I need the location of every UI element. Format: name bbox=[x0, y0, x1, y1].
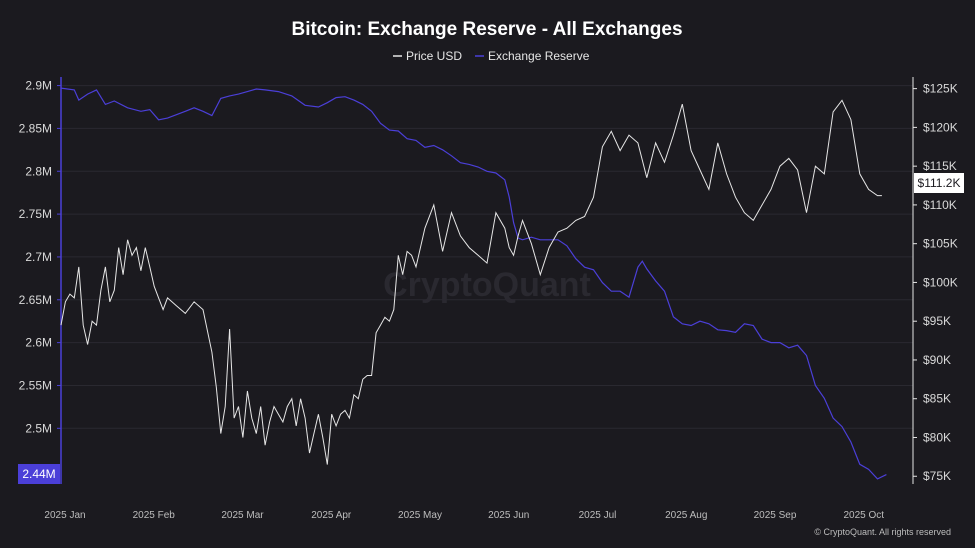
series-line-price-usd bbox=[60, 99, 882, 465]
current-reserve-badge bbox=[18, 464, 60, 484]
left-tick-label: 2.6M bbox=[25, 336, 52, 350]
x-tick-label: 2025 Sep bbox=[754, 510, 797, 521]
right-tick-label: $90K bbox=[923, 353, 951, 367]
right-tick-label: $80K bbox=[923, 430, 951, 444]
left-tick-label: 2.7M bbox=[25, 250, 52, 264]
left-tick-label: 2.55M bbox=[19, 378, 52, 392]
right-tick-label: $125K bbox=[923, 82, 958, 96]
current-price-badge bbox=[914, 173, 964, 193]
right-tick-label: $85K bbox=[923, 392, 951, 406]
right-tick-label: $115K bbox=[923, 159, 957, 173]
left-tick-label: 2.85M bbox=[19, 121, 52, 135]
x-tick-label: 2025 Feb bbox=[133, 510, 176, 521]
right-tick-label: $120K bbox=[923, 120, 958, 134]
right-tick-label: $75K bbox=[923, 469, 951, 483]
legend[interactable]: Price USD Exchange Reserve bbox=[393, 49, 590, 63]
right-tick-label: $100K bbox=[923, 275, 958, 289]
right-axis-ticks: $125K $120K $115K $110K $105K $100K $95K $90K $8… bbox=[913, 82, 958, 483]
x-tick-label: 2025 Aug bbox=[665, 510, 707, 521]
legend-price-label[interactable]: Price USD bbox=[406, 49, 462, 63]
right-tick-label: $105K bbox=[923, 237, 958, 251]
left-tick-label: 2.8M bbox=[25, 164, 52, 178]
chart-title: Bitcoin: Exchange Reserve - All Exchange… bbox=[291, 19, 682, 40]
current-price-marker: $111.2K bbox=[914, 173, 964, 193]
x-tick-label: 2025 Oct bbox=[843, 510, 884, 521]
watermark: CryptoQuant bbox=[383, 266, 591, 304]
gridlines bbox=[61, 85, 913, 429]
x-tick-label: 2025 May bbox=[398, 510, 442, 521]
x-tick-label: 2025 Jan bbox=[44, 510, 85, 521]
x-tick-label: 2025 Jun bbox=[488, 510, 529, 521]
left-tick-label: 2.5M bbox=[25, 421, 52, 435]
x-tick-label: 2025 Apr bbox=[311, 510, 352, 521]
x-axis-ticks: 2025 Jan 2025 Feb 2025 Mar 2025 Apr 2025 May… bbox=[44, 510, 884, 521]
left-tick-label: 2.65M bbox=[19, 293, 52, 307]
series-line-exchange-reserve bbox=[60, 87, 887, 480]
left-axis-ticks: 2.9M 2.85M 2.8M 2.75M 2.7M 2.65M 2.6M 2.55M 2.5M bbox=[19, 79, 61, 435]
current-reserve-marker: 2.44M bbox=[18, 464, 60, 484]
current-reserve-label: 2.44M bbox=[22, 467, 55, 481]
left-tick-label: 2.75M bbox=[19, 207, 52, 221]
right-tick-label: $110K bbox=[923, 198, 957, 212]
current-price-label: $111.2K bbox=[918, 176, 961, 190]
copyright: © CryptoQuant. All rights reserved bbox=[814, 527, 951, 537]
left-tick-label: 2.9M bbox=[25, 79, 52, 93]
right-tick-label: $95K bbox=[923, 314, 951, 328]
x-tick-label: 2025 Mar bbox=[221, 510, 264, 521]
legend-reserve-label[interactable]: Exchange Reserve bbox=[488, 49, 590, 63]
x-tick-label: 2025 Jul bbox=[579, 510, 617, 521]
